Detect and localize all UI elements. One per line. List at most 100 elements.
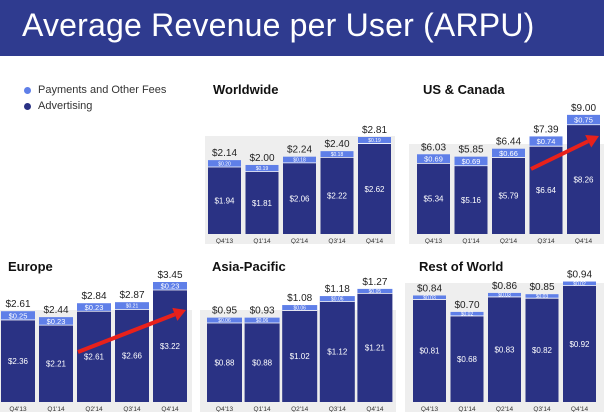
asia-pacific-bar-advertising-4 xyxy=(357,293,393,402)
chart-asia-pacific: Asia-Pacific$0.88$0.06$0.95Q4'13$0.88$0.… xyxy=(200,259,396,412)
asia-pacific-label-advertising-4: $1.21 xyxy=(365,344,386,353)
worldwide-bar-advertising-1 xyxy=(245,171,279,234)
europe-title: Europe xyxy=(8,259,53,274)
rest-of-world-title: Rest of World xyxy=(419,259,503,274)
asia-pacific-label-total-1: $0.93 xyxy=(250,306,275,317)
europe-bar-advertising-2 xyxy=(77,311,111,402)
rest-of-world-label-advertising-4: $0.92 xyxy=(569,340,590,349)
us-canada-tick-label-4: Q4'14 xyxy=(575,238,593,244)
asia-pacific-label-payments-2: $0.06 xyxy=(293,306,306,312)
page-title: Average Revenue per User (ARPU) xyxy=(22,7,535,43)
us-canada-label-advertising-4: $8.26 xyxy=(573,175,594,184)
worldwide-bar-payments-1 xyxy=(245,164,279,172)
europe-label-payments-0: $0.25 xyxy=(9,311,28,320)
rest-of-world-label-payments-0: $0.03 xyxy=(423,295,436,301)
europe-tick-label-4: Q4'14 xyxy=(161,406,179,412)
asia-pacific-tick-label-4: Q4'14 xyxy=(366,406,384,412)
asia-pacific-tick-label-0: Q4'13 xyxy=(216,406,234,412)
europe-label-payments-1: $0.23 xyxy=(47,317,66,326)
chart-europe: Europe$2.36$0.25$2.61Q4'13$2.21$0.23$2.4… xyxy=(0,259,192,412)
chart-worldwide: Worldwide $1.94 $0.20 $2.14 Q4'13 $1.81 $0.19 $… xyxy=(205,82,395,244)
us-canada-tick-label-0: Q4'13 xyxy=(425,238,443,244)
worldwide-label-payments-2: $0.18 xyxy=(293,158,306,164)
worldwide-tick-label-0: Q4'13 xyxy=(216,238,234,244)
rest-of-world-bar-advertising-0 xyxy=(413,299,446,402)
europe-label-advertising-0: $2.36 xyxy=(8,357,29,366)
asia-pacific-bar-payments-3 xyxy=(319,296,355,302)
europe-label-payments-4: $0.23 xyxy=(161,282,180,291)
worldwide-label-advertising-1: $1.81 xyxy=(252,199,273,208)
us-canada-bar-payments-1 xyxy=(454,156,488,166)
rest-of-world-tick-label-4: Q4'14 xyxy=(571,406,589,412)
worldwide-bar-payments-2 xyxy=(283,156,316,163)
worldwide-label-total-0: $2.14 xyxy=(212,148,237,159)
rest-of-world-bar-payments-3 xyxy=(525,294,559,299)
asia-pacific-bar-advertising-1 xyxy=(244,323,280,402)
worldwide-tick-label-1: Q1'14 xyxy=(253,238,271,244)
europe-label-total-1: $2.44 xyxy=(43,305,68,316)
us-canada-trend-arrow-head xyxy=(585,134,599,148)
worldwide-label-advertising-3: $2.22 xyxy=(327,192,348,201)
legend-item-advertising: Advertising xyxy=(24,98,166,114)
rest-of-world-bar-payments-0 xyxy=(413,295,446,300)
us-canada-bar-payments-2 xyxy=(492,148,525,158)
asia-pacific-label-payments-3: $0.06 xyxy=(331,297,344,303)
europe-label-payments-3: $0.21 xyxy=(126,304,139,310)
us-canada-label-payments-1: $0.69 xyxy=(462,157,481,166)
us-canada-label-payments-3: $0.74 xyxy=(537,137,556,146)
rest-of-world-bar-advertising-1 xyxy=(450,315,484,402)
asia-pacific-bar-payments-0 xyxy=(207,317,242,324)
rest-of-world-tick-label-2: Q2'14 xyxy=(496,406,514,412)
asia-pacific-label-total-4: $1.27 xyxy=(362,277,387,288)
header-bar: Average Revenue per User (ARPU) xyxy=(0,0,604,56)
worldwide-label-total-3: $2.40 xyxy=(324,139,349,150)
europe-label-advertising-4: $3.22 xyxy=(160,342,181,351)
us-canada-tick-label-3: Q3'14 xyxy=(537,238,555,244)
us-canada-tick-label-2: Q2'14 xyxy=(500,238,518,244)
europe-bar-payments-3 xyxy=(115,302,149,310)
worldwide-bar-payments-3 xyxy=(320,151,354,158)
us-canada-bar-payments-4 xyxy=(567,114,600,125)
asia-pacific-label-total-2: $1.08 xyxy=(287,293,312,304)
us-canada-label-total-0: $6.03 xyxy=(421,142,446,153)
asia-pacific-label-payments-1: $0.06 xyxy=(256,318,269,324)
legend-item-payments: Payments and Other Fees xyxy=(24,82,166,98)
rest-of-world-label-payments-2: $0.03 xyxy=(498,293,511,299)
worldwide-bar-advertising-0 xyxy=(208,167,241,234)
asia-pacific-bar-payments-4 xyxy=(357,288,393,294)
asia-pacific-label-advertising-0: $0.88 xyxy=(214,359,235,368)
legend-label-advertising: Advertising xyxy=(38,100,93,112)
rest-of-world-bar-payments-1 xyxy=(450,311,484,316)
us-canada-bar-advertising-1 xyxy=(454,165,488,234)
chart-rest-of-world: Rest of World$0.81$0.03$0.84Q4'13$0.68$0… xyxy=(405,259,604,412)
europe-tick-label-3: Q3'14 xyxy=(123,406,141,412)
rest-of-world-label-payments-3: $0.03 xyxy=(536,294,549,300)
us-canada-trend-arrow-shaft xyxy=(530,139,590,171)
europe-bar-advertising-0 xyxy=(1,319,35,402)
worldwide-bar-payments-4 xyxy=(358,137,391,144)
europe-bar-payments-2 xyxy=(77,303,111,312)
worldwide-tick-label-2: Q2'14 xyxy=(291,238,309,244)
worldwide-bar-advertising-3 xyxy=(320,157,354,234)
us-canada-label-payments-0: $0.69 xyxy=(424,155,443,164)
us-canada-label-advertising-3: $6.64 xyxy=(536,186,557,195)
asia-pacific-bar-payments-2 xyxy=(282,305,318,311)
rest-of-world-bar-advertising-2 xyxy=(488,296,521,402)
worldwide-label-payments-3: $0.18 xyxy=(331,152,344,158)
worldwide-label-advertising-0: $1.94 xyxy=(214,197,235,206)
worldwide-label-advertising-4: $2.62 xyxy=(364,185,385,194)
worldwide-label-total-2: $2.24 xyxy=(287,145,312,156)
europe-label-total-3: $2.87 xyxy=(119,290,144,301)
asia-pacific-label-total-0: $0.95 xyxy=(212,306,237,317)
worldwide-label-total-1: $2.00 xyxy=(249,153,274,164)
asia-pacific-bar-payments-1 xyxy=(244,317,280,324)
asia-pacific-label-payments-4: $0.05 xyxy=(369,289,382,295)
us-canada-label-advertising-1: $5.16 xyxy=(461,196,482,205)
worldwide-label-payments-0: $0.20 xyxy=(218,161,231,167)
rest-of-world-label-advertising-1: $0.68 xyxy=(457,355,478,364)
europe-label-advertising-2: $2.61 xyxy=(84,353,105,362)
rest-of-world-tick-label-3: Q3'14 xyxy=(533,406,551,412)
us-canada-label-total-4: $9.00 xyxy=(571,103,596,114)
rest-of-world-label-total-4: $0.94 xyxy=(567,270,592,281)
europe-trend-arrow-head xyxy=(172,307,186,321)
